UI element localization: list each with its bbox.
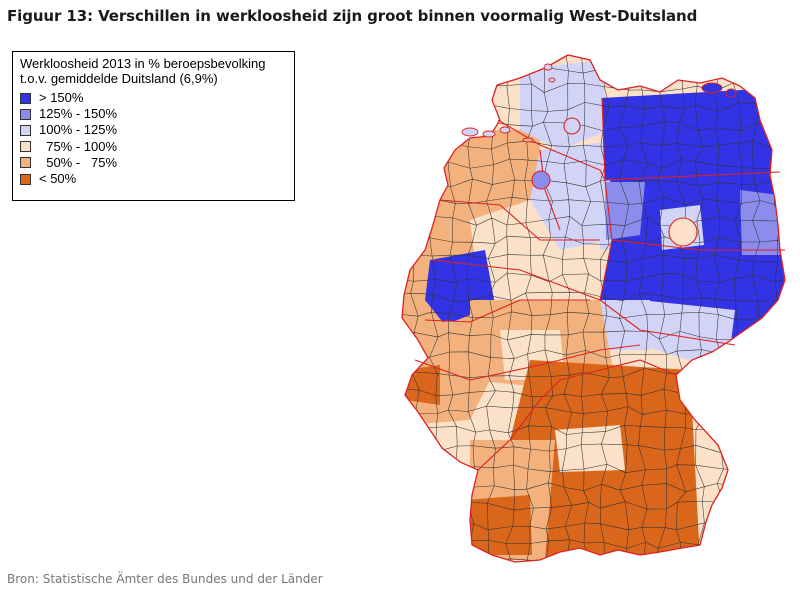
legend-label: 125% - 150% xyxy=(39,106,118,122)
island-3 xyxy=(522,137,534,143)
unemployment-region-19 xyxy=(405,365,440,405)
legend-swatch xyxy=(20,92,31,104)
district-border-col-9 xyxy=(562,55,573,562)
state-border-10 xyxy=(414,359,471,381)
state-border-8 xyxy=(477,379,561,471)
unemployment-region-9 xyxy=(740,190,780,255)
unemployment-region-3 xyxy=(530,140,620,250)
district-border-col-15 xyxy=(676,55,687,562)
page-title: Figuur 13: Verschillen in werkloosheid z… xyxy=(7,7,698,25)
legend-swatch xyxy=(20,173,31,185)
source-note: Bron: Statistische Ämter des Bundes und … xyxy=(7,572,323,586)
hamburg-region xyxy=(563,117,581,135)
island-6 xyxy=(543,63,553,71)
island-4 xyxy=(701,82,723,94)
island-7 xyxy=(548,77,556,83)
district-border-col-14 xyxy=(657,55,668,562)
legend-item-125-150: 125% - 150% xyxy=(20,106,294,122)
legend-label: 75% - 100% xyxy=(39,138,118,154)
district-border-col-13 xyxy=(637,55,649,562)
legend-label: 100% - 125% xyxy=(39,122,118,138)
state-border-5 xyxy=(431,259,601,301)
state-border-4 xyxy=(439,199,600,241)
district-border-col-12 xyxy=(618,55,629,562)
legend-item-100-125: 100% - 125% xyxy=(20,122,294,138)
legend-swatch xyxy=(20,157,31,169)
legend-label: 50% - 75% xyxy=(39,154,118,170)
district-border-col-8 xyxy=(542,55,554,562)
unemployment-region-8 xyxy=(605,182,645,240)
state-border-9 xyxy=(559,359,677,381)
berlin-region xyxy=(668,217,698,247)
district-patches xyxy=(402,60,785,560)
district-border-col-6 xyxy=(505,55,516,562)
district-border-col-20 xyxy=(771,55,782,562)
unemployment-region-20 xyxy=(555,425,625,472)
state-borders xyxy=(414,97,785,471)
legend-swatch xyxy=(20,124,31,136)
district-border-row-27 xyxy=(402,558,785,562)
island-0 xyxy=(461,127,479,137)
district-border-row-0 xyxy=(400,45,790,54)
district-border-col-17 xyxy=(713,55,725,562)
island-5 xyxy=(725,88,737,98)
islands xyxy=(461,63,737,143)
unemployment-region-5 xyxy=(602,88,775,180)
map-legend: Werkloosheid 2013 in % beroepsbevolking … xyxy=(12,51,295,201)
legend-title-line-2: t.o.v. gemiddelde Duitsland (6,9%) xyxy=(20,71,218,86)
district-border-col-11 xyxy=(599,55,610,562)
district-border-col-7 xyxy=(524,55,534,562)
state-border-3 xyxy=(497,119,606,181)
unemployment-region-2 xyxy=(520,60,610,150)
legend-swatch xyxy=(20,141,31,153)
legend-item-50-75: 50% - 75% xyxy=(20,155,294,171)
district-border-col-10 xyxy=(580,55,592,562)
germany-unemployment-map xyxy=(396,45,790,570)
legend-item-over-150: > 150% xyxy=(20,90,294,106)
island-2 xyxy=(499,126,511,134)
district-border-col-0 xyxy=(396,54,401,570)
state-border-1 xyxy=(604,171,781,181)
district-border-col-5 xyxy=(485,55,496,562)
legend-label: < 50% xyxy=(39,171,77,187)
legend-title-line-1: Werkloosheid 2013 in % beroepsbevolking xyxy=(20,56,266,71)
state-border-2 xyxy=(611,239,785,251)
state-border-7 xyxy=(469,344,641,381)
unemployment-region-10 xyxy=(640,300,735,360)
legend-label: > 150% xyxy=(39,90,84,106)
legend-item-under-50: < 50% xyxy=(20,171,294,187)
legend-item-75-100: 75% - 100% xyxy=(20,139,294,155)
state-border-6 xyxy=(424,299,590,323)
district-border-col-16 xyxy=(694,55,705,562)
state-border-0 xyxy=(599,97,736,346)
state-border-11 xyxy=(539,149,561,231)
legend-swatch xyxy=(20,108,31,120)
island-1 xyxy=(482,130,496,138)
bremen-region xyxy=(531,170,551,190)
